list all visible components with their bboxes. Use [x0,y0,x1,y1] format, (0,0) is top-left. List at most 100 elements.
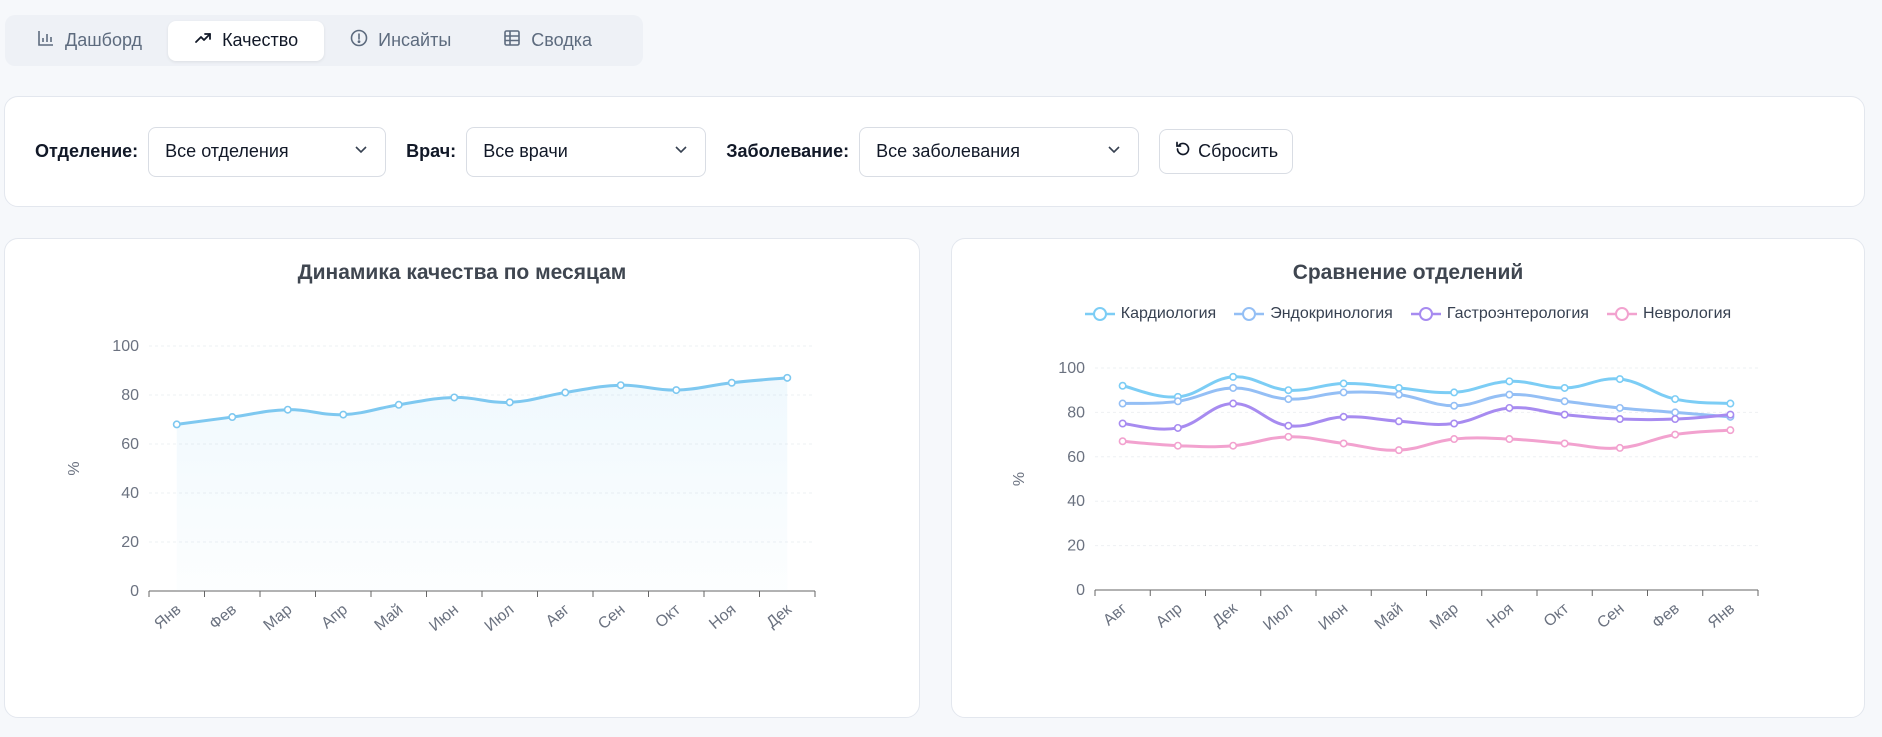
data-point [1229,372,1238,381]
tab-summary[interactable]: Сводка [477,21,618,61]
x-tick-label: Фев [206,601,240,633]
data-point [1726,426,1735,435]
data-point [1615,403,1624,412]
x-tick-label: Ноя [706,601,739,633]
legend-item[interactable]: Гастроэнтерология [1410,305,1589,323]
data-point [1173,441,1182,450]
department-comparison-chart: 0 20 40 60 80 100 Авг Апр Дек Июл Июн Май Мар Ноя Окт С… [1011,360,1759,634]
quality-trend-chart: 0 20 40 60 80 100 Янв Фев Мар Апр Май Июн Июл Авг Сен О… [66,338,816,635]
doctor-select[interactable]: Все врачи [466,126,707,177]
y-tick-label: 40 [121,485,139,502]
x-tick-label: Авг [1100,600,1130,629]
y-axis-label: % [66,461,83,475]
data-point [1229,441,1238,450]
series-line [176,376,788,426]
department-value: Все отделения [165,141,289,161]
data-point [1726,399,1735,408]
data-point [1394,390,1403,399]
tab-insights[interactable]: Инсайты [324,21,477,61]
data-point [1118,419,1127,428]
data-point [1284,421,1293,430]
data-point [1284,395,1293,404]
legend-label: Неврология [1642,305,1732,322]
department-select[interactable]: Все отделения [148,126,387,177]
y-tick-label: 80 [121,387,139,404]
data-point [1671,395,1680,404]
y-tick-label: 0 [1076,582,1085,599]
data-point [1560,410,1569,419]
x-tick-label: Июл [482,601,518,635]
data-point [1505,377,1514,386]
data-point [783,373,792,382]
tab-quality[interactable]: Качество [168,20,325,61]
x-tick-label: Сен [595,601,628,633]
legend-label: Гастроэнтерология [1446,305,1589,322]
legend-marker-icon [1234,307,1265,321]
tab-label: Сводка [531,30,593,50]
chevron-down-icon [1106,141,1122,162]
x-tick-label: Сен [1594,600,1627,632]
x-tick-label: Май [1372,600,1407,633]
y-axis-label: % [1011,472,1028,486]
data-point [505,398,514,407]
data-point [1726,410,1735,419]
data-point [1505,403,1514,412]
legend-item[interactable]: Неврология [1606,305,1732,323]
data-point [1505,390,1514,399]
x-tick-label: Мар [1427,600,1462,633]
y-tick-label: 20 [1067,538,1085,555]
x-tick-label: Май [372,601,407,634]
x-tick-label: Июн [1316,600,1352,634]
series-line [1122,402,1731,431]
reset-button[interactable]: Сбросить [1159,129,1294,174]
data-point [394,400,403,409]
department-comparison-card: Сравнение отделений Кардиология Эндокрино… [951,238,1865,718]
tab-label: Инсайты [378,30,452,50]
x-tick-label: Янв [151,601,184,633]
data-point [561,388,570,397]
tab-label: Дашборд [65,30,143,50]
data-point [1173,423,1182,432]
data-point [1671,408,1680,417]
x-tick-label: Авг [543,601,573,630]
data-point [727,378,736,387]
data-point [672,386,681,395]
chart-title: Динамика качества по месяцам [297,261,627,284]
legend-marker-icon [1606,307,1637,321]
x-tick-label: Янв [1705,600,1738,632]
data-point [172,420,181,429]
quality-trend-card: Динамика качества по месяцам 0 20 40 60 80 10… [4,238,920,718]
data-point [1173,397,1182,406]
data-point [283,405,292,414]
data-point [1229,383,1238,392]
data-point [228,413,237,422]
legend-marker-icon [1410,307,1441,321]
data-point [1118,437,1127,446]
data-point [1284,386,1293,395]
data-point [1615,375,1624,384]
x-tick-label: Фев [1649,600,1683,632]
disease-label: Заболевание: [726,141,850,161]
data-point [1229,399,1238,408]
chevron-down-icon [353,141,369,162]
data-point [1394,383,1403,392]
data-point [1450,401,1459,410]
department-label: Отделение: [35,141,139,161]
legend-item[interactable]: Кардиология [1084,305,1217,323]
data-point [616,381,625,390]
tab-dashboard[interactable]: Дашборд [11,21,168,61]
disease-value: Все заболевания [876,141,1020,161]
legend-label: Кардиология [1120,305,1217,322]
tab-label: Качество [222,30,299,50]
y-tick-label: 20 [121,534,139,551]
legend-marker-icon [1084,307,1115,321]
y-tick-label: 0 [130,583,139,600]
data-point [1615,415,1624,424]
data-point [1339,439,1348,448]
legend-item[interactable]: Эндокринология [1234,305,1393,323]
data-point [1505,435,1514,444]
y-tick-label: 60 [1067,449,1085,466]
doctor-value: Все врачи [483,141,568,161]
disease-select[interactable]: Все заболевания [859,126,1140,177]
x-tick-label: Дек [1209,600,1241,631]
